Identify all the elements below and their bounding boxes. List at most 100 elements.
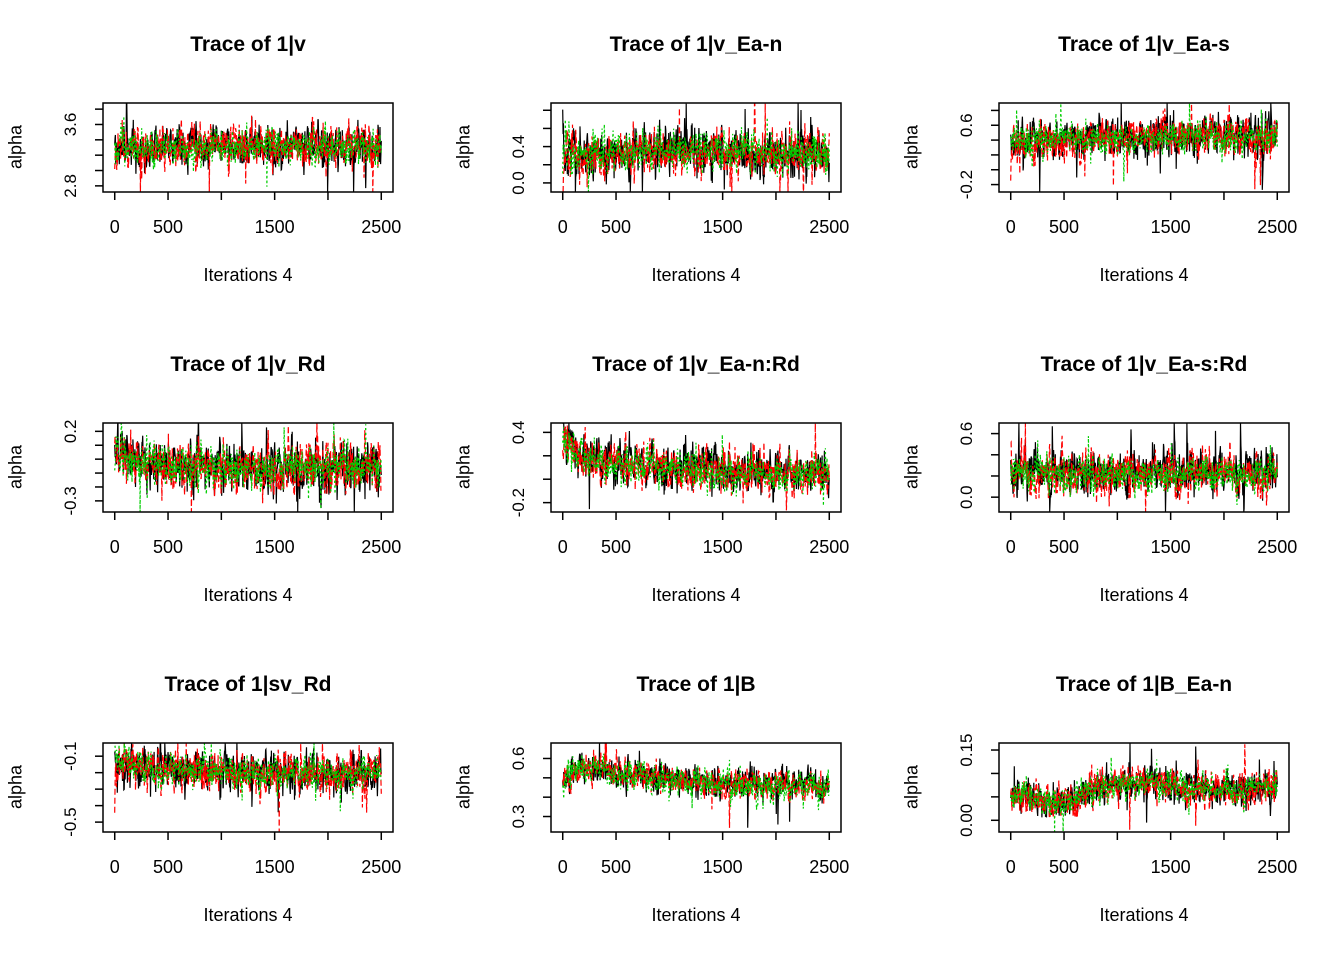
y-tick-label: 0.3 bbox=[509, 805, 528, 829]
trace-plot-canvas: 0 500 1500 2500 -0.5 -0.1 bbox=[61, 742, 401, 877]
x-tick-label: 1500 bbox=[255, 857, 295, 877]
panel-title: Trace of 1|v_Ea-s bbox=[1058, 33, 1230, 56]
x-tick-label: 0 bbox=[558, 217, 568, 237]
trace-line-chain-3 bbox=[114, 116, 382, 187]
x-tick-label: 0 bbox=[110, 217, 120, 237]
x-tick-label: 0 bbox=[1006, 537, 1016, 557]
y-tick-label: 0.6 bbox=[957, 113, 976, 137]
plot-box bbox=[998, 742, 1290, 833]
x-axis-label: Iterations 4 bbox=[651, 585, 741, 605]
trace-line-chain-3 bbox=[114, 423, 382, 512]
trace-line-chain-3 bbox=[562, 753, 830, 811]
trace-plot-canvas: 0 500 1500 2500 0.0 0.6 bbox=[957, 422, 1297, 557]
panel-title: Trace of 1|B bbox=[636, 673, 756, 696]
x-tick-label: 0 bbox=[110, 857, 120, 877]
x-tick-label: 0 bbox=[1006, 217, 1016, 237]
trace-plot-canvas: 0 500 1500 2500 2.8 3.6 bbox=[61, 102, 401, 237]
x-tick-label: 2500 bbox=[809, 217, 849, 237]
plot-box bbox=[102, 422, 394, 513]
x-tick-label: 0 bbox=[558, 857, 568, 877]
trace-panel-1v-ea-s-rd: Trace of 1|v_Ea-s:Rd alpha 0 500 1500 2500 0… bbox=[896, 320, 1344, 640]
plot-box bbox=[550, 422, 842, 513]
x-tick-label: 500 bbox=[153, 217, 183, 237]
x-tick-label: 500 bbox=[1049, 857, 1079, 877]
y-tick-label: 0.6 bbox=[509, 747, 528, 771]
trace-line-chain-1 bbox=[562, 743, 830, 828]
x-tick-label: 1500 bbox=[703, 217, 743, 237]
x-axis-label: Iterations 4 bbox=[1099, 905, 1189, 925]
panel-title: Trace of 1|v_Rd bbox=[170, 353, 326, 376]
x-axis-label: Iterations 4 bbox=[1099, 585, 1189, 605]
x-axis-label: Iterations 4 bbox=[651, 265, 741, 285]
trace-panel-1b: Trace of 1|B alpha 0 500 1500 2500 0.3 0.6 It… bbox=[448, 640, 896, 960]
x-tick-label: 1500 bbox=[703, 857, 743, 877]
x-tick-label: 500 bbox=[153, 537, 183, 557]
trace-plot-canvas: 0 500 1500 2500 -0.3 0.2 bbox=[61, 420, 401, 557]
panel-title: Trace of 1|v_Ea-s:Rd bbox=[1040, 353, 1248, 376]
x-axis-label: Iterations 4 bbox=[1099, 265, 1189, 285]
x-axis-label: Iterations 4 bbox=[203, 905, 293, 925]
trace-line-chain-3 bbox=[562, 427, 830, 506]
panel-title: Trace of 1|sv_Rd bbox=[164, 673, 332, 696]
x-tick-label: 1500 bbox=[1151, 537, 1191, 557]
trace-plot-canvas: 0 500 1500 2500 0.00 0.15 bbox=[957, 733, 1297, 877]
x-axis-label: Iterations 4 bbox=[651, 905, 741, 925]
trace-line-chain-3 bbox=[1010, 436, 1278, 506]
trace-line-chain-1 bbox=[562, 103, 830, 192]
trace-line-chain-3 bbox=[114, 743, 382, 812]
x-tick-label: 0 bbox=[110, 537, 120, 557]
x-tick-label: 500 bbox=[601, 217, 631, 237]
trace-line-chain-2 bbox=[1010, 103, 1278, 190]
x-tick-label: 1500 bbox=[255, 217, 295, 237]
x-tick-label: 1500 bbox=[255, 537, 295, 557]
x-tick-label: 500 bbox=[601, 857, 631, 877]
plot-box bbox=[550, 102, 842, 193]
x-axis-label: Iterations 4 bbox=[203, 585, 293, 605]
x-tick-label: 0 bbox=[1006, 857, 1016, 877]
y-tick-label: 0.0 bbox=[957, 485, 976, 509]
x-tick-label: 2500 bbox=[361, 537, 401, 557]
trace-line-chain-3 bbox=[1010, 103, 1278, 182]
trace-panel-1v-ea-n-rd: Trace of 1|v_Ea-n:Rd alpha 0 500 1500 2500-… bbox=[448, 320, 896, 640]
x-tick-label: 2500 bbox=[361, 857, 401, 877]
x-tick-label: 2500 bbox=[809, 857, 849, 877]
trace-line-chain-2 bbox=[562, 103, 830, 192]
trace-plot-canvas: 0 500 1500 2500 0.3 0.6 bbox=[509, 742, 849, 877]
y-tick-label: -0.2 bbox=[509, 488, 528, 517]
trace-plot-canvas: 0 500 1500 2500 0.0 0.4 bbox=[509, 102, 849, 237]
trace-plot-canvas: 0 500 1500 2500 -0.2 0.4 bbox=[509, 421, 849, 557]
y-tick-label: -0.2 bbox=[957, 170, 976, 199]
x-tick-label: 500 bbox=[1049, 217, 1079, 237]
x-tick-label: 2500 bbox=[1257, 857, 1297, 877]
plot-box bbox=[102, 102, 394, 193]
panel-title: Trace of 1|B_Ea-n bbox=[1055, 673, 1233, 696]
y-tick-label: 0.4 bbox=[509, 135, 528, 159]
trace-line-chain-3 bbox=[562, 117, 830, 192]
x-tick-label: 500 bbox=[1049, 537, 1079, 557]
y-tick-label: 0.0 bbox=[509, 171, 528, 195]
x-tick-label: 1500 bbox=[1151, 857, 1191, 877]
y-tick-label: 0.2 bbox=[61, 420, 80, 444]
y-tick-label: -0.5 bbox=[61, 807, 80, 836]
x-tick-label: 1500 bbox=[1151, 217, 1191, 237]
trace-panel-1v-ea-s: Trace of 1|v_Ea-s alpha 0 500 1500 2500 -0.2… bbox=[896, 0, 1344, 320]
x-tick-label: 2500 bbox=[361, 217, 401, 237]
x-tick-label: 500 bbox=[153, 857, 183, 877]
trace-line-chain-2 bbox=[114, 743, 382, 832]
trace-line-chain-3 bbox=[1010, 757, 1278, 832]
y-tick-label: 2.8 bbox=[61, 174, 80, 198]
y-tick-label: 0.00 bbox=[957, 804, 976, 837]
trace-panel-1b-ea-n: Trace of 1|B_Ea-n alpha 0 500 1500 2500 0.00… bbox=[896, 640, 1344, 960]
plot-box bbox=[550, 742, 842, 833]
x-tick-label: 2500 bbox=[1257, 537, 1297, 557]
panel-title: Trace of 1|v_Ea-n bbox=[609, 33, 783, 56]
trace-line-chain-2 bbox=[114, 115, 382, 192]
trace-panel-1sv-rd: Trace of 1|sv_Rd alpha 0 500 1500 2500 -0.5-… bbox=[0, 640, 448, 960]
y-tick-label: 3.6 bbox=[61, 113, 80, 137]
plot-box bbox=[102, 742, 394, 833]
x-tick-label: 1500 bbox=[703, 537, 743, 557]
trace-panel-1v: Trace of 1|v alpha 0 500 1500 2500 2.8 3.6 It… bbox=[0, 0, 448, 320]
plot-box bbox=[998, 102, 1290, 193]
plot-box bbox=[998, 422, 1290, 513]
